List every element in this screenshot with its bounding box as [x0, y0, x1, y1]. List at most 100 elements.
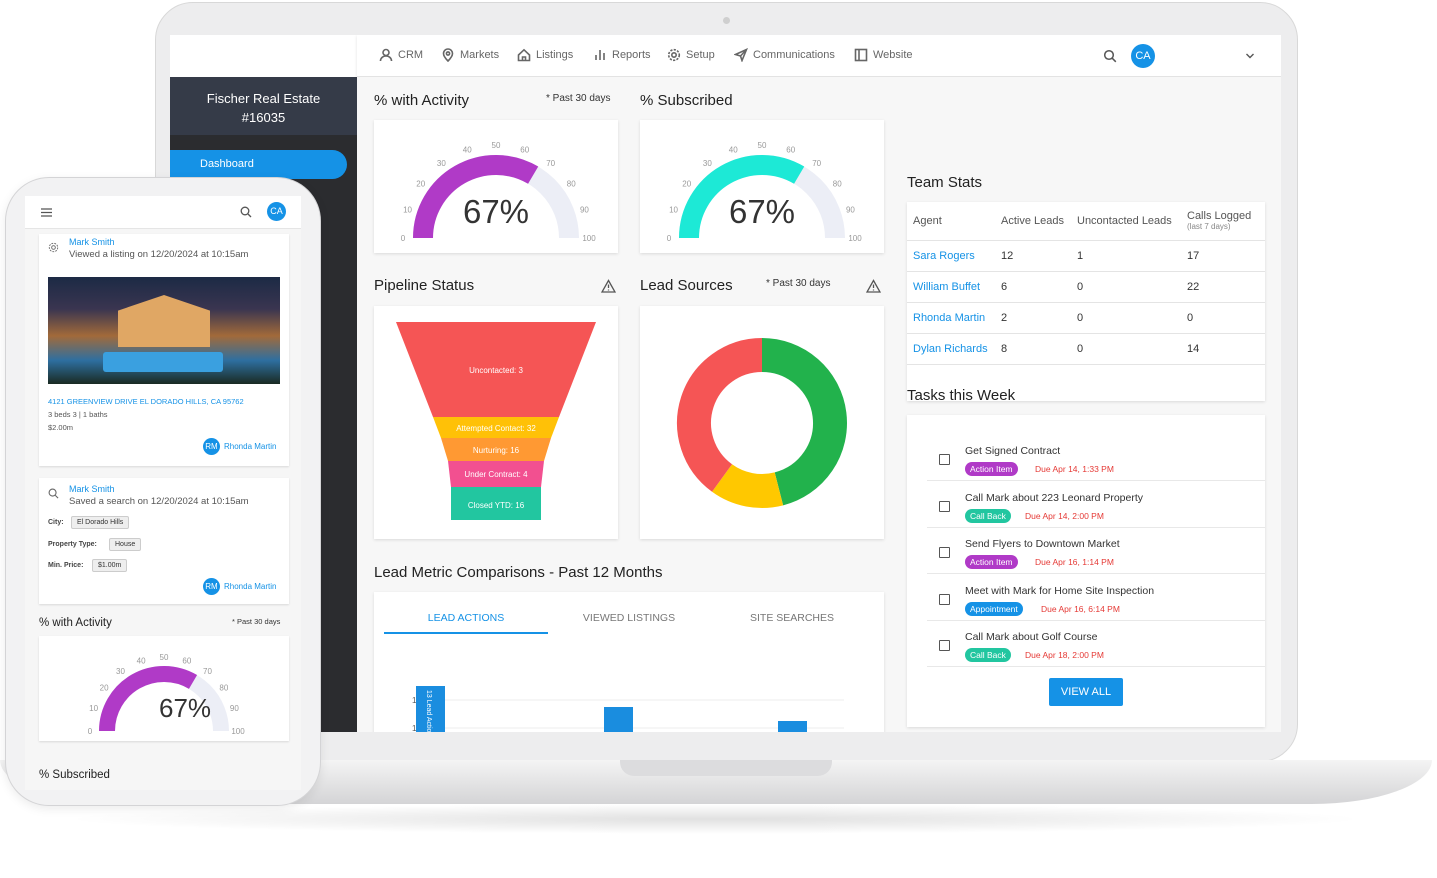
- user-avatar[interactable]: CA: [1131, 44, 1155, 68]
- table-row[interactable]: Sara Rogers 12 1 17: [907, 240, 1265, 272]
- bar-1[interactable]: [416, 686, 445, 732]
- chevron-down-icon[interactable]: [1245, 52, 1255, 60]
- gauge-tick-label: 100: [848, 234, 862, 243]
- agent-avatar: RM: [203, 438, 220, 455]
- subscribed-title: % Subscribed: [640, 92, 733, 109]
- nav-markets-label: Markets: [460, 49, 500, 61]
- search-icon[interactable]: [240, 206, 252, 218]
- table-row[interactable]: Rhonda Martin 2 0 0: [907, 302, 1265, 334]
- lead-sources-title: Lead Sources: [640, 277, 733, 294]
- gauge-tick-label: 80: [567, 179, 576, 188]
- nav-website[interactable]: Website: [854, 48, 913, 62]
- laptop-notch: [620, 760, 832, 776]
- feed2-price-chip: $1.00m: [92, 559, 128, 572]
- task-item[interactable]: Meet with Mark for Home Site Inspection A…: [927, 575, 1265, 621]
- task-checkbox[interactable]: [939, 640, 950, 651]
- feed-card-listing[interactable]: Mark Smith Viewed a listing on 12/20/202…: [39, 234, 289, 466]
- org-id: #16035: [241, 110, 286, 125]
- tab-active-indicator: [384, 632, 548, 634]
- task-item[interactable]: Get Signed Contract Action Item Due Apr 14…: [927, 435, 1265, 481]
- table-row[interactable]: Dylan Richards 8 0 14: [907, 333, 1265, 365]
- nav-reports[interactable]: Reports: [593, 48, 651, 62]
- feed2-name[interactable]: Mark Smith: [69, 484, 115, 494]
- feed1-address[interactable]: 4121 GREENVIEW DRIVE EL DORADO HILLS, CA…: [48, 397, 244, 406]
- task-item[interactable]: Send Flyers to Downtown Market Action Ite…: [927, 528, 1265, 574]
- donut-segment-3[interactable]: [677, 338, 763, 492]
- task-item[interactable]: Call Mark about 223 Leonard Property Call…: [927, 482, 1265, 528]
- feed1-name[interactable]: Mark Smith: [69, 237, 115, 247]
- warning-icon[interactable]: [601, 279, 616, 293]
- nav-setup-label: Setup: [686, 49, 715, 61]
- table-row[interactable]: William Buffet 6 0 22: [907, 271, 1265, 303]
- pool-shape: [103, 352, 223, 372]
- phone-header: CA: [25, 196, 301, 229]
- sidebar-item-dashboard[interactable]: Dashboard: [170, 150, 347, 179]
- task-checkbox[interactable]: [939, 454, 950, 465]
- task-item[interactable]: Call Mark about Golf Course Call Back Due …: [927, 621, 1265, 667]
- activity-title: % with Activity: [374, 92, 470, 109]
- org-block: Fischer Real Estate #16035: [170, 77, 357, 135]
- agent-name-link[interactable]: Rhonda Martin: [907, 302, 995, 334]
- funnel-stage-attempted[interactable]: [433, 417, 559, 438]
- nav-communications[interactable]: Communications: [734, 48, 835, 62]
- user-icon: [379, 48, 393, 62]
- phone-avatar[interactable]: CA: [267, 202, 286, 221]
- donut-segment-1[interactable]: [761, 338, 847, 506]
- team-table: Agent Active Leads Uncontacted Leads Cal…: [907, 202, 1265, 365]
- feed1-agent[interactable]: RM Rhonda Martin: [203, 438, 276, 455]
- activity-note: * Past 30 days: [546, 93, 611, 104]
- nav-markets[interactable]: Markets: [441, 48, 499, 62]
- gauge-tick-label: 70: [546, 159, 555, 168]
- team-cell: 2: [995, 302, 1071, 334]
- funnel-label-1: Uncontacted: 3: [469, 366, 523, 375]
- gauge-tick-label: 40: [137, 657, 146, 666]
- team-cell: 0: [1181, 302, 1265, 334]
- view-all-button[interactable]: VIEW ALL: [1049, 678, 1123, 706]
- gauge-tick-label: 30: [703, 159, 712, 168]
- task-checkbox[interactable]: [939, 593, 950, 605]
- nav-listings[interactable]: Listings: [517, 48, 573, 62]
- gauge-fill: [679, 155, 805, 239]
- tab-site-searches[interactable]: SITE SEARCHES: [749, 612, 835, 624]
- nav-crm[interactable]: CRM: [379, 48, 423, 62]
- bar-2[interactable]: [604, 707, 633, 732]
- agent-name-link[interactable]: Sara Rogers: [907, 240, 995, 272]
- home-icon: [517, 48, 531, 62]
- bar-3[interactable]: [778, 721, 807, 732]
- gauge-tick-label: 90: [846, 205, 855, 214]
- feed-card-search[interactable]: Mark Smith Saved a search on 12/20/2024 …: [39, 478, 289, 604]
- feed2-agent[interactable]: RM Rhonda Martin: [203, 578, 276, 595]
- subscribed-card: 0 10 20 30 40 50 60 70 80 90 100 67%: [640, 120, 884, 253]
- donut-segment-2[interactable]: [712, 463, 784, 508]
- funnel-stage-under-contract[interactable]: [448, 461, 544, 487]
- agent-name-link[interactable]: Dylan Richards: [907, 333, 995, 365]
- gauge-tick-label: 70: [812, 159, 821, 168]
- gauge-tick-label: 10: [669, 205, 678, 214]
- phone-activity-note: * Past 30 days: [232, 617, 281, 626]
- funnel-stage-uncontacted[interactable]: [396, 322, 596, 417]
- gauge-tick-label: 70: [203, 667, 212, 676]
- listing-photo[interactable]: [48, 277, 280, 384]
- task-checkbox[interactable]: [939, 547, 950, 558]
- metrics-bar-chart: 121013 Lead Actions: [412, 686, 844, 732]
- team-card: Agent Active Leads Uncontacted Leads Cal…: [907, 202, 1265, 401]
- house-shape: [118, 295, 210, 347]
- menu-icon[interactable]: [41, 208, 52, 217]
- metrics-title: Lead Metric Comparisons - Past 12 Months: [374, 564, 663, 581]
- search-icon[interactable]: [1103, 49, 1117, 63]
- subscribed-value: 67%: [728, 193, 796, 230]
- tab-lead-actions[interactable]: LEAD ACTIONS: [427, 612, 505, 624]
- funnel-stage-nurturing[interactable]: [441, 438, 551, 461]
- task-due: Due Apr 14, 2:00 PM: [1025, 510, 1104, 521]
- phone-activity-card: 0 10 20 30 40 50 60 70 80 90 100 67%: [39, 636, 289, 741]
- gauge-tick-label: 10: [89, 704, 98, 713]
- task-title: Get Signed Contract: [965, 445, 1061, 457]
- tab-viewed-listings[interactable]: VIEWED LISTINGS: [582, 612, 676, 624]
- funnel-stage-closed[interactable]: [451, 487, 541, 520]
- task-checkbox[interactable]: [939, 500, 950, 512]
- warning-icon[interactable]: [866, 279, 881, 293]
- agent-name-link[interactable]: William Buffet: [907, 271, 995, 303]
- team-cell: 0: [1071, 271, 1181, 303]
- pipeline-funnel: Uncontacted: 3 Attempted Contact: 32 Nur…: [396, 322, 596, 520]
- nav-setup[interactable]: Setup: [667, 48, 715, 62]
